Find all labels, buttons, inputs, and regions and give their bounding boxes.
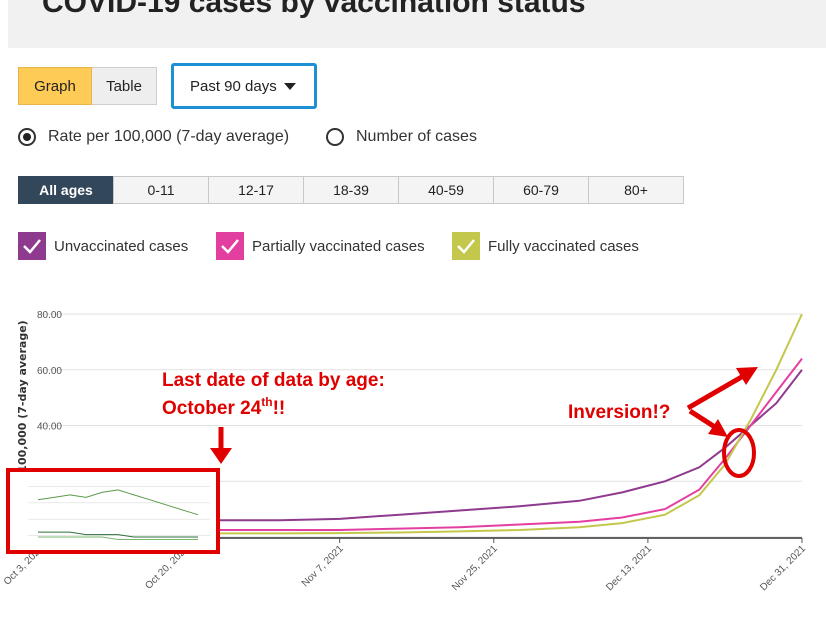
- age-tab-0-11[interactable]: 0-11: [113, 176, 209, 204]
- legend-label: Partially vaccinated cases: [252, 237, 425, 255]
- y-tick-label: 60.00: [37, 366, 62, 377]
- table-button[interactable]: Table: [92, 67, 157, 105]
- inset-series-line: [37, 489, 199, 516]
- page-title: COVID-19 cases by vaccination status: [42, 0, 586, 19]
- age-tab-18-39[interactable]: 18-39: [303, 176, 399, 204]
- x-tick-label: Dec 13, 2021: [604, 543, 654, 593]
- annotation-inversion: Inversion!?: [568, 402, 670, 423]
- rate-radio[interactable]: Rate per 100,000 (7-day average): [18, 128, 289, 146]
- age-tab-60-79[interactable]: 60-79: [493, 176, 589, 204]
- checkbox-icon: [216, 232, 244, 260]
- age-tab-12-17[interactable]: 12-17: [208, 176, 304, 204]
- count-radio-label: Number of cases: [356, 128, 477, 145]
- arrow-shaft: [686, 372, 747, 411]
- checkbox-icon: [18, 232, 46, 260]
- legend-unvaccinated[interactable]: Unvaccinated cases: [18, 232, 188, 260]
- graph-button[interactable]: Graph: [18, 67, 92, 105]
- arrow-down-icon: [210, 448, 232, 464]
- age-tab-80-plus[interactable]: 80+: [588, 176, 684, 204]
- arrow-down-right-icon: [708, 419, 728, 437]
- checkbox-icon: [452, 232, 480, 260]
- radio-checked-icon: [18, 128, 36, 146]
- y-tick-label: 40.00: [37, 422, 62, 433]
- annotation-last-date-value: October 24th!!: [162, 395, 285, 419]
- legend-label: Fully vaccinated cases: [488, 237, 639, 255]
- annotation-last-date: Last date of data by age:: [162, 370, 385, 391]
- radio-unchecked-icon: [326, 128, 344, 146]
- arrow-up-right-icon: [736, 367, 758, 385]
- age-tabs: All ages 0-11 12-17 18-39 40-59 60-79 80…: [18, 176, 684, 204]
- arrow-shaft: [688, 408, 720, 432]
- age-tab-all[interactable]: All ages: [18, 176, 114, 204]
- caret-down-icon: [284, 83, 296, 90]
- legend-label: Unvaccinated cases: [54, 237, 189, 255]
- title-bar: COVID-19 cases by vaccination status: [8, 0, 826, 48]
- inset-series-line: [38, 531, 198, 538]
- legend-fully-vaccinated[interactable]: Fully vaccinated cases: [452, 232, 639, 260]
- rate-radio-label: Rate per 100,000 (7-day average): [48, 128, 290, 145]
- x-tick-label: Nov 7, 2021: [300, 543, 346, 589]
- count-radio[interactable]: Number of cases: [326, 128, 477, 146]
- range-select-value: Past 90 days: [190, 77, 277, 95]
- range-select[interactable]: Past 90 days: [171, 63, 317, 109]
- age-tab-40-59[interactable]: 40-59: [398, 176, 494, 204]
- inversion-circle: [722, 428, 756, 478]
- legend-partially-vaccinated[interactable]: Partially vaccinated cases: [216, 232, 425, 260]
- inset-series-line: [38, 536, 198, 540]
- y-tick-label: 80.00: [37, 310, 62, 321]
- x-tick-label: Dec 31, 2021: [758, 543, 808, 593]
- x-tick-label: Nov 25, 2021: [450, 543, 500, 593]
- view-toggle: Graph Table: [18, 67, 157, 105]
